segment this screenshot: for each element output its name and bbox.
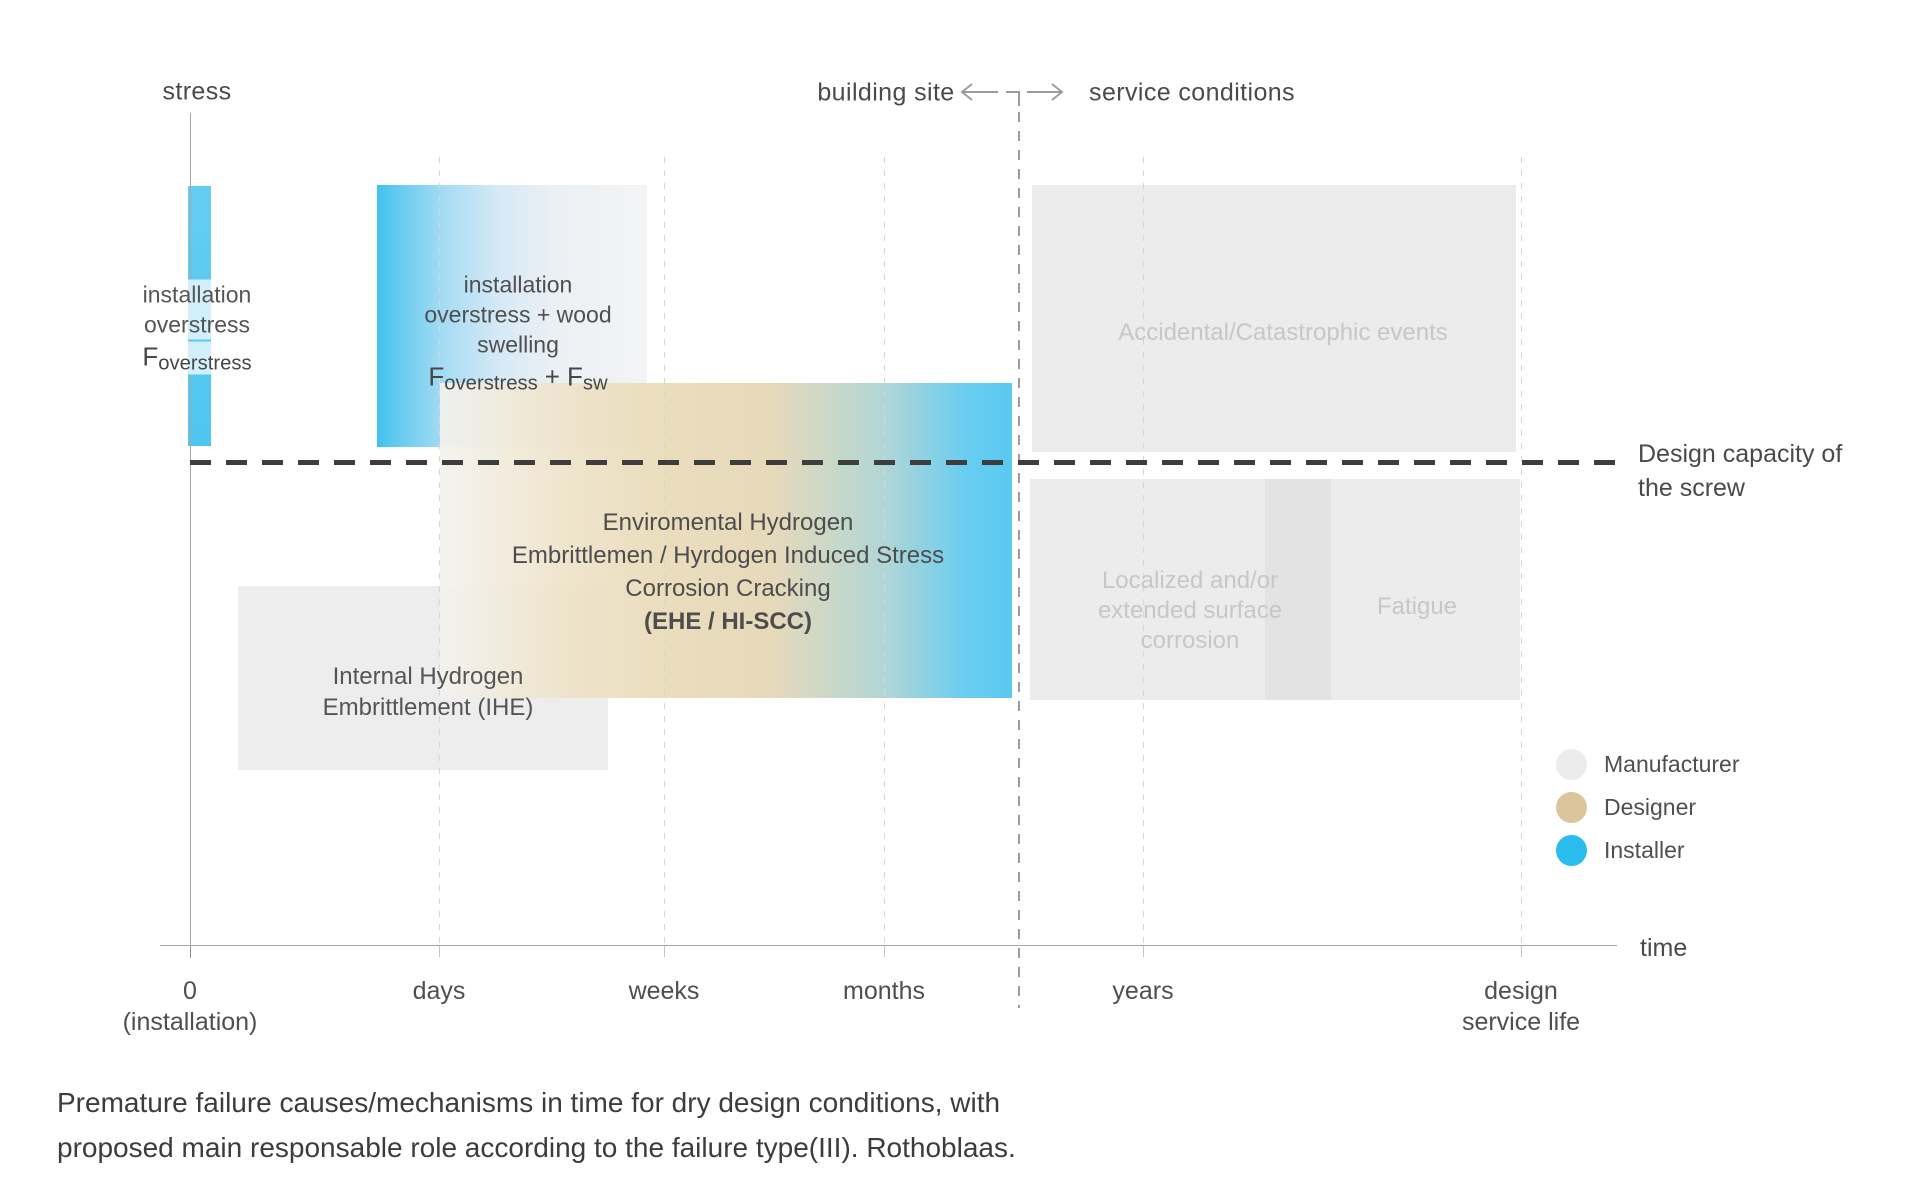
manufacturer-swatch-icon xyxy=(1556,749,1587,780)
legend-item-manufacturer: Manufacturer xyxy=(1556,749,1740,780)
axis-tick-months xyxy=(884,946,885,957)
y-axis-label: stress xyxy=(162,77,232,106)
design-capacity-label: Design capacity of the screw xyxy=(1638,440,1843,502)
x-tick-months: months xyxy=(843,977,925,1005)
x-axis-label: time xyxy=(1640,934,1688,962)
divider-elbow-icon xyxy=(1006,91,1020,106)
axis-tick-weeks xyxy=(664,946,665,957)
axis-tick-zero xyxy=(190,934,191,958)
y-axis-line xyxy=(190,113,191,946)
divider-arrows-icon xyxy=(960,83,1064,106)
x-tick-days: days xyxy=(412,977,466,1005)
axis-tick-design-service-life xyxy=(1521,946,1522,957)
fatigue-label: Fatigue xyxy=(1376,593,1458,620)
x-tick-weeks: weeks xyxy=(628,977,700,1005)
design-capacity-dashed-line xyxy=(190,460,1630,465)
legend-item-installer: Installer xyxy=(1556,835,1740,866)
ehe-hiscc-label: Enviromental Hydrogen Embrittlemen / Hyr… xyxy=(511,509,945,635)
gridline-days xyxy=(439,157,440,946)
region-fatigue xyxy=(1265,479,1520,700)
accidental-events-label: Accidental/Catastrophic events xyxy=(1118,319,1448,346)
x-axis-line xyxy=(160,945,1617,946)
legend-item-designer: Designer xyxy=(1556,792,1740,823)
x-tick-years: years xyxy=(1112,977,1174,1005)
gridline-years xyxy=(1143,157,1144,946)
designer-swatch-icon xyxy=(1556,792,1587,823)
building-site-service-divider xyxy=(1018,112,1020,1008)
figure-caption: Premature failure causes/mechanisms in t… xyxy=(57,1087,1016,1163)
region-accidental-events xyxy=(1032,185,1516,452)
axis-tick-days xyxy=(439,946,440,957)
ihe-label: Internal Hydrogen Embrittlement (IHE) xyxy=(322,663,534,721)
f-overstress-formula: Foverstress xyxy=(137,341,257,375)
region-ehe-hiscc xyxy=(440,383,1012,698)
arrow-right-icon xyxy=(1051,83,1064,101)
axis-tick-years xyxy=(1143,946,1144,957)
x-tick-design-service-life: design service life xyxy=(1461,977,1581,1036)
x-tick-zero: 0 (installation) xyxy=(122,977,258,1036)
building-site-label: building site xyxy=(817,78,955,107)
f-overstress-fsw-formula: Foverstress + Fsw xyxy=(428,361,608,395)
gridline-design-service-life xyxy=(1521,157,1522,946)
gridline-weeks xyxy=(664,157,665,946)
installer-swatch-icon xyxy=(1556,835,1587,866)
overstress-wood-swelling-label: installation overstress + wood swelling … xyxy=(424,271,612,395)
overstress-bar-label: installation overstress Foverstress xyxy=(137,279,257,375)
legend: Manufacturer Designer Installer xyxy=(1556,749,1740,878)
gridline-months xyxy=(884,157,885,946)
localized-corrosion-label: Localized and/or extended surface corros… xyxy=(1097,567,1283,654)
service-conditions-label: service conditions xyxy=(1089,78,1295,107)
